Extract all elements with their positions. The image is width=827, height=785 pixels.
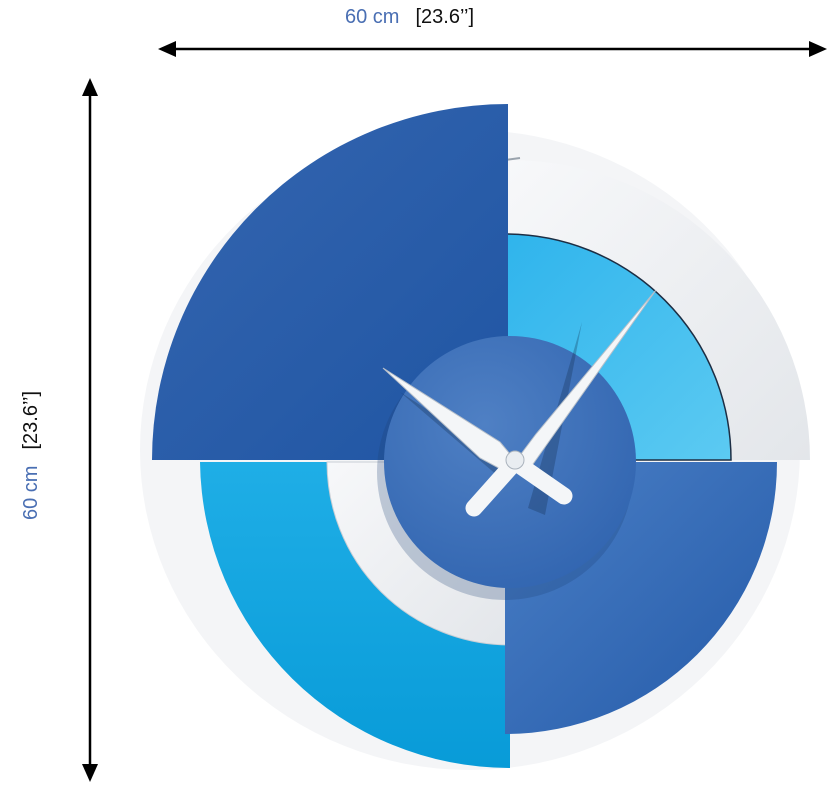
width-imperial: [23.6’’] bbox=[415, 6, 475, 28]
counterweight-lower-right bbox=[506, 453, 573, 505]
counterweight-lower-left bbox=[465, 453, 524, 517]
height-arrow bbox=[82, 78, 98, 782]
navy-top-left-segment bbox=[152, 104, 508, 460]
width-arrow bbox=[158, 41, 827, 57]
hand-hub bbox=[505, 450, 525, 470]
width-metric: 60 cm bbox=[345, 6, 400, 28]
width-dimension-label: 60 cm [23.6’’] bbox=[345, 6, 474, 29]
